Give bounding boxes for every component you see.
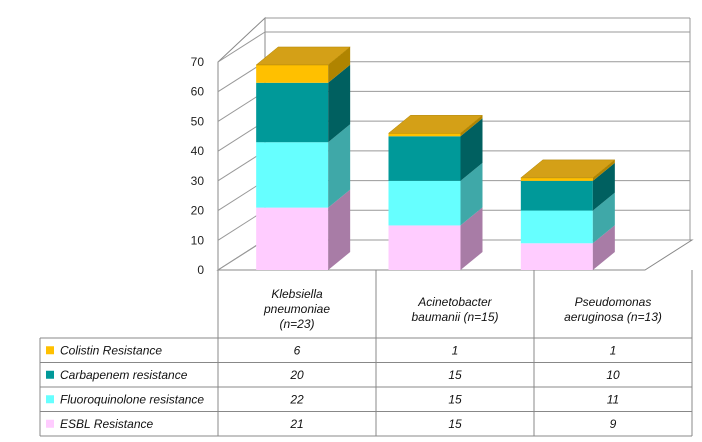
category-label: pneumoniae bbox=[263, 302, 330, 316]
y-tick-label: 70 bbox=[191, 55, 205, 69]
legend-label: Carbapenem resistance bbox=[60, 368, 188, 382]
bar-segment bbox=[520, 177, 593, 181]
y-tick-label: 60 bbox=[191, 85, 205, 99]
bar-segment bbox=[256, 142, 329, 208]
bar-segment-side bbox=[328, 46, 351, 83]
y-tick-label: 10 bbox=[191, 233, 205, 247]
y-tick-label: 20 bbox=[191, 204, 205, 218]
bar-segment bbox=[388, 136, 461, 181]
bar-segment-side bbox=[460, 162, 483, 226]
bar-segment bbox=[388, 225, 461, 270]
data-cell: 11 bbox=[607, 392, 619, 406]
data-cell: 1 bbox=[452, 343, 459, 357]
bar-top-face bbox=[255, 46, 351, 66]
bar-segment bbox=[520, 180, 593, 211]
data-cell: 1 bbox=[610, 343, 617, 357]
bar-segment bbox=[520, 210, 593, 244]
bar-stack bbox=[520, 159, 616, 270]
category-label: Acinetobacter bbox=[417, 295, 492, 309]
legend-key bbox=[46, 419, 54, 428]
bar-segment-side bbox=[592, 225, 615, 270]
bar-segment bbox=[388, 133, 461, 137]
data-cell: 22 bbox=[289, 392, 304, 406]
data-cell: 9 bbox=[610, 417, 617, 431]
bar-top-face bbox=[387, 115, 484, 134]
category-label: Klebsiella bbox=[271, 287, 323, 301]
category-label: Pseudomonas bbox=[575, 295, 652, 309]
data-cell: 6 bbox=[294, 343, 301, 357]
y-tick-label: 30 bbox=[191, 174, 205, 188]
category-label: (n=23) bbox=[279, 317, 314, 331]
y-axis: 0 10 20 30 40 50 60 70 bbox=[191, 55, 205, 277]
bar-segment-side bbox=[592, 162, 615, 211]
data-cell: 15 bbox=[448, 417, 462, 431]
bar-stack bbox=[387, 115, 484, 270]
data-cell: 20 bbox=[289, 368, 304, 382]
y-tick-label: 0 bbox=[197, 263, 204, 277]
legend-label: Fluoroquinolone resistance bbox=[60, 392, 204, 406]
legend-label: ESBL Resistance bbox=[60, 417, 153, 431]
bar-segment bbox=[256, 82, 329, 143]
y-tick-label: 40 bbox=[191, 144, 205, 158]
y-tick-label: 50 bbox=[191, 114, 205, 128]
legend-key bbox=[46, 370, 54, 379]
bar-segment bbox=[256, 207, 329, 270]
legend-key bbox=[46, 346, 54, 355]
bar-segment-side bbox=[592, 159, 615, 181]
bar-segment-side bbox=[460, 118, 483, 181]
bar-segment-side bbox=[592, 192, 615, 244]
bar-segment-side bbox=[328, 64, 351, 143]
category-label: baumanii (n=15) bbox=[411, 310, 498, 324]
bar-segment-side bbox=[460, 207, 483, 270]
bar-stack bbox=[255, 46, 351, 270]
data-cell: 10 bbox=[606, 368, 620, 382]
legend-label: Colistin Resistance bbox=[60, 343, 162, 357]
bar-segment-side bbox=[460, 115, 483, 137]
gridline-side bbox=[217, 31, 266, 63]
bar-segment-side bbox=[328, 124, 351, 208]
bar-top-face bbox=[520, 159, 616, 179]
legend-key bbox=[46, 395, 54, 404]
bar-segment-side bbox=[328, 189, 351, 270]
bar-segment bbox=[388, 180, 461, 226]
data-cell: 15 bbox=[448, 368, 462, 382]
bars bbox=[255, 46, 616, 270]
data-cell: 21 bbox=[289, 417, 303, 431]
data-cell: 15 bbox=[448, 392, 462, 406]
category-label: aeruginosa (n=13) bbox=[564, 310, 662, 324]
bar-segment bbox=[520, 243, 593, 270]
bar-segment bbox=[256, 64, 329, 83]
